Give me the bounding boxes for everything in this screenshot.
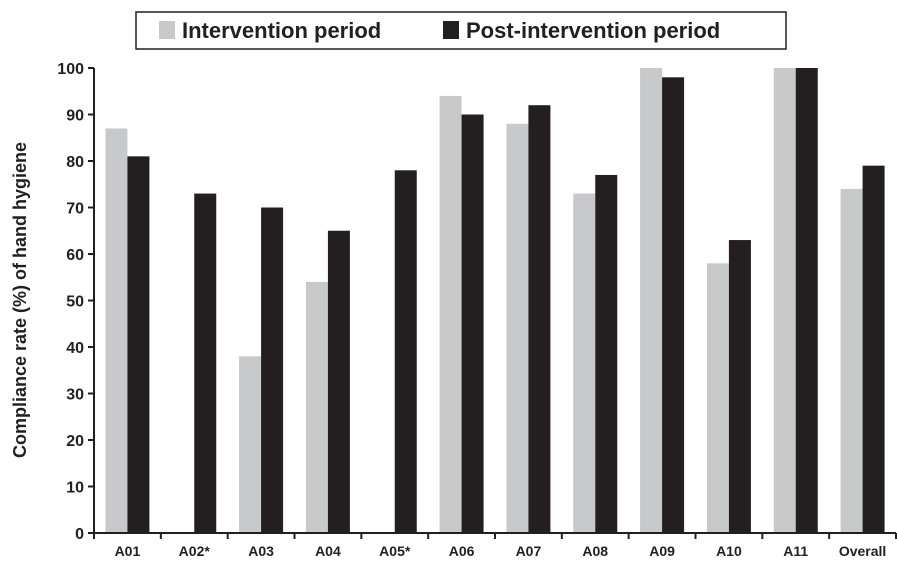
- bar-intervention-a10: [706, 263, 729, 533]
- legend-swatch-post-intervention: [443, 21, 459, 39]
- bar-intervention-a07: [506, 123, 529, 534]
- y-tick-label: 30: [66, 387, 84, 404]
- y-tick-label: 90: [66, 108, 84, 125]
- y-tick-label: 50: [66, 294, 84, 311]
- bar-post-intervention-a08: [595, 174, 618, 533]
- bar-post-intervention-a01: [127, 156, 150, 533]
- bar-post-intervention-a11: [795, 68, 818, 533]
- bar-post-intervention-a06: [461, 114, 484, 533]
- bar-post-intervention-a03: [261, 207, 284, 533]
- legend-box: [135, 11, 787, 50]
- bar-intervention-a04: [305, 281, 328, 533]
- bar-intervention-a09: [640, 68, 663, 533]
- y-tick-label: 20: [66, 433, 84, 450]
- y-axis: 0 10 20 30 40 50 60 70 80 90 100: [57, 61, 95, 543]
- x-tick-label: Overall: [839, 543, 886, 559]
- y-axis-title: Compliance rate (%) of hand hygiene: [10, 142, 30, 458]
- y-tick-label: 100: [57, 61, 84, 78]
- legend: Intervention period Post-intervention pe…: [135, 11, 787, 50]
- x-tick-label: A07: [516, 543, 542, 559]
- bar-post-intervention-a09: [662, 77, 685, 534]
- bar-intervention-a11: [773, 68, 796, 533]
- bar-intervention-a01: [105, 128, 128, 533]
- x-tick-label: A01: [115, 543, 141, 559]
- bar-post-intervention-a04: [327, 230, 350, 533]
- x-tick-label: A06: [449, 543, 475, 559]
- x-tick-label: A08: [582, 543, 608, 559]
- y-tick-label: 40: [66, 340, 84, 357]
- bar-intervention-overall: [840, 188, 863, 533]
- y-tick-label: 10: [66, 480, 84, 497]
- y-tick-label: 60: [66, 247, 84, 264]
- y-tick-label: 70: [66, 201, 84, 218]
- bar-intervention-a06: [439, 95, 462, 534]
- bar-intervention-a03: [239, 356, 262, 533]
- legend-swatch-intervention: [159, 21, 175, 39]
- y-tick-label: 0: [75, 526, 84, 543]
- x-tick-label: A09: [649, 543, 675, 559]
- x-tick-label: A05*: [379, 543, 411, 559]
- bar-post-intervention-a10: [728, 240, 751, 534]
- bar-post-intervention-overall: [862, 165, 885, 533]
- bar-post-intervention-a05: [394, 170, 417, 534]
- bar-post-intervention-a02: [194, 193, 217, 534]
- bars: [105, 68, 885, 534]
- x-tick-label: A11: [783, 543, 808, 559]
- bar-post-intervention-a07: [528, 105, 551, 533]
- y-tick-label: 80: [66, 154, 84, 171]
- x-tick-label: A04: [315, 543, 341, 559]
- x-tick-label: A02*: [179, 543, 211, 559]
- x-axis: A01 A02* A03 A04 A05* A06 A07 A08 A09 A10 A11 Overa…: [93, 532, 897, 559]
- bar-intervention-a08: [573, 193, 596, 534]
- legend-label-intervention: Intervention period: [182, 18, 381, 43]
- x-tick-label: A10: [716, 543, 742, 559]
- legend-label-post-intervention: Post-intervention period: [466, 18, 720, 43]
- x-tick-label: A03: [248, 543, 274, 559]
